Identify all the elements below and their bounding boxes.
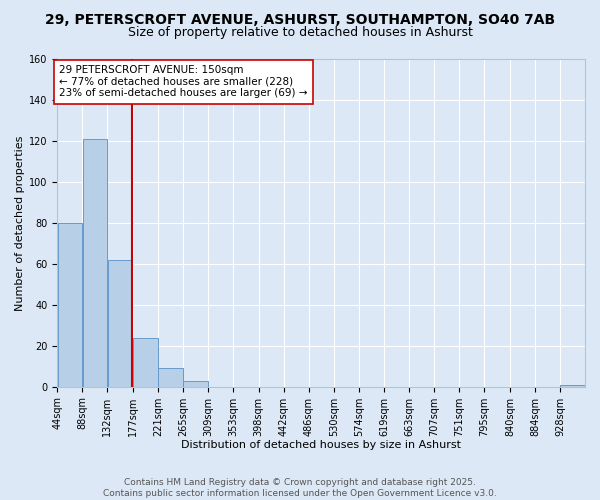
X-axis label: Distribution of detached houses by size in Ashurst: Distribution of detached houses by size … xyxy=(181,440,461,450)
Text: Contains HM Land Registry data © Crown copyright and database right 2025.
Contai: Contains HM Land Registry data © Crown c… xyxy=(103,478,497,498)
Bar xyxy=(133,338,158,386)
Y-axis label: Number of detached properties: Number of detached properties xyxy=(15,135,25,310)
Bar xyxy=(158,368,183,386)
Bar xyxy=(58,223,82,386)
Bar xyxy=(560,384,585,386)
Text: 29, PETERSCROFT AVENUE, ASHURST, SOUTHAMPTON, SO40 7AB: 29, PETERSCROFT AVENUE, ASHURST, SOUTHAM… xyxy=(45,12,555,26)
Bar xyxy=(107,260,132,386)
Bar xyxy=(83,139,107,386)
Bar xyxy=(183,380,208,386)
Text: Size of property relative to detached houses in Ashurst: Size of property relative to detached ho… xyxy=(128,26,472,39)
Text: 29 PETERSCROFT AVENUE: 150sqm
← 77% of detached houses are smaller (228)
23% of : 29 PETERSCROFT AVENUE: 150sqm ← 77% of d… xyxy=(59,65,308,98)
